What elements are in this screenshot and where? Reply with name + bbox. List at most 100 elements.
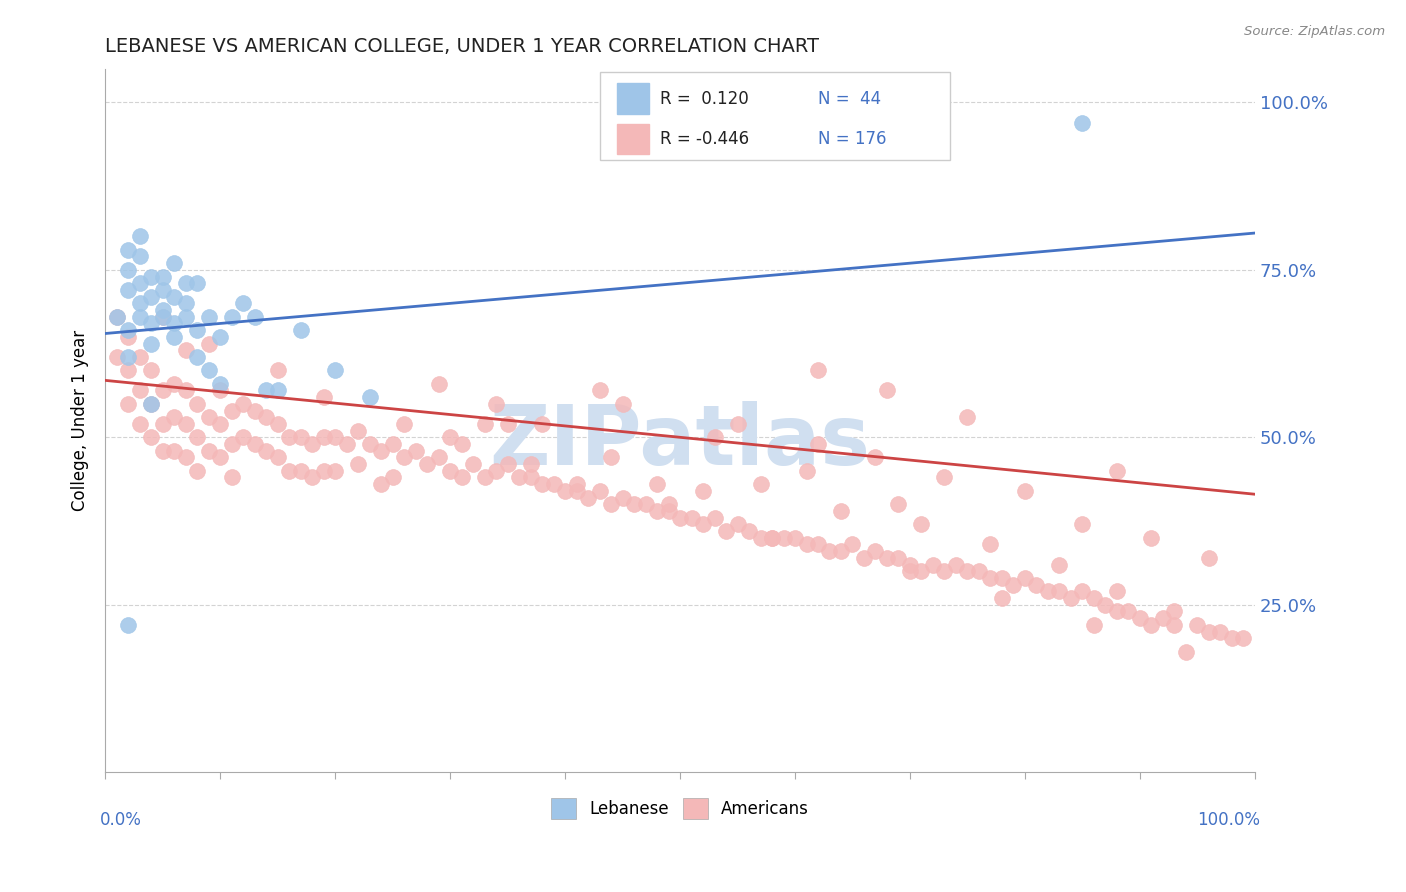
- Point: [818, 544, 841, 558]
- Point: [761, 531, 783, 545]
- Point: [392, 417, 415, 431]
- Point: [141, 290, 163, 304]
- Point: [1105, 464, 1128, 478]
- Point: [301, 437, 323, 451]
- Point: [232, 296, 254, 310]
- Point: [128, 277, 150, 291]
- Point: [141, 430, 163, 444]
- Point: [657, 497, 679, 511]
- Point: [323, 464, 346, 478]
- Point: [174, 277, 197, 291]
- Point: [370, 477, 392, 491]
- Point: [221, 437, 243, 451]
- Point: [727, 417, 749, 431]
- Point: [117, 617, 139, 632]
- Point: [967, 564, 990, 578]
- Point: [934, 470, 956, 484]
- Point: [1187, 617, 1209, 632]
- Point: [370, 443, 392, 458]
- Point: [323, 430, 346, 444]
- Point: [703, 430, 725, 444]
- Point: [714, 524, 737, 538]
- Point: [485, 464, 508, 478]
- Point: [1163, 617, 1185, 632]
- Point: [243, 437, 266, 451]
- Point: [807, 437, 830, 451]
- Point: [381, 470, 404, 484]
- FancyBboxPatch shape: [599, 72, 950, 161]
- Point: [738, 524, 761, 538]
- Point: [266, 363, 288, 377]
- Point: [278, 430, 301, 444]
- Point: [117, 350, 139, 364]
- Point: [174, 310, 197, 324]
- Point: [645, 477, 668, 491]
- Point: [152, 283, 174, 297]
- Point: [749, 477, 772, 491]
- Point: [312, 464, 335, 478]
- Point: [186, 323, 208, 337]
- Point: [152, 310, 174, 324]
- Text: 0.0%: 0.0%: [100, 811, 142, 829]
- Point: [141, 317, 163, 331]
- Point: [152, 303, 174, 318]
- Point: [209, 376, 232, 391]
- Point: [554, 483, 576, 498]
- Point: [485, 397, 508, 411]
- Point: [796, 537, 818, 551]
- Point: [105, 310, 128, 324]
- Point: [152, 269, 174, 284]
- Point: [163, 330, 186, 344]
- Text: R = -0.446: R = -0.446: [661, 130, 749, 148]
- Point: [336, 437, 359, 451]
- Point: [221, 310, 243, 324]
- Point: [922, 558, 945, 572]
- Point: [1105, 604, 1128, 618]
- Point: [910, 564, 932, 578]
- Point: [266, 384, 288, 398]
- Point: [496, 417, 519, 431]
- Point: [956, 564, 979, 578]
- Point: [1071, 115, 1094, 129]
- Point: [141, 363, 163, 377]
- Point: [232, 430, 254, 444]
- Point: [392, 450, 415, 465]
- Point: [301, 470, 323, 484]
- Point: [945, 558, 967, 572]
- Point: [681, 510, 703, 524]
- Point: [152, 443, 174, 458]
- Point: [852, 550, 875, 565]
- Point: [645, 504, 668, 518]
- Point: [865, 544, 887, 558]
- Point: [128, 310, 150, 324]
- Point: [1174, 645, 1197, 659]
- Point: [152, 384, 174, 398]
- Point: [898, 564, 921, 578]
- Point: [117, 330, 139, 344]
- Point: [290, 323, 312, 337]
- Point: [565, 477, 588, 491]
- Point: [105, 310, 128, 324]
- Text: N = 176: N = 176: [818, 130, 887, 148]
- Point: [186, 397, 208, 411]
- Point: [141, 336, 163, 351]
- Point: [979, 571, 1001, 585]
- Point: [1060, 591, 1083, 605]
- Point: [117, 397, 139, 411]
- Point: [197, 336, 219, 351]
- Point: [588, 483, 610, 498]
- Point: [1049, 558, 1071, 572]
- Point: [163, 256, 186, 270]
- Point: [565, 483, 588, 498]
- Point: [427, 376, 450, 391]
- Point: [898, 558, 921, 572]
- Point: [359, 437, 381, 451]
- Point: [163, 290, 186, 304]
- Point: [117, 363, 139, 377]
- Point: [772, 531, 794, 545]
- Point: [128, 417, 150, 431]
- Y-axis label: College, Under 1 year: College, Under 1 year: [72, 330, 89, 511]
- Point: [519, 457, 541, 471]
- Text: Source: ZipAtlas.com: Source: ZipAtlas.com: [1244, 25, 1385, 38]
- Point: [405, 443, 427, 458]
